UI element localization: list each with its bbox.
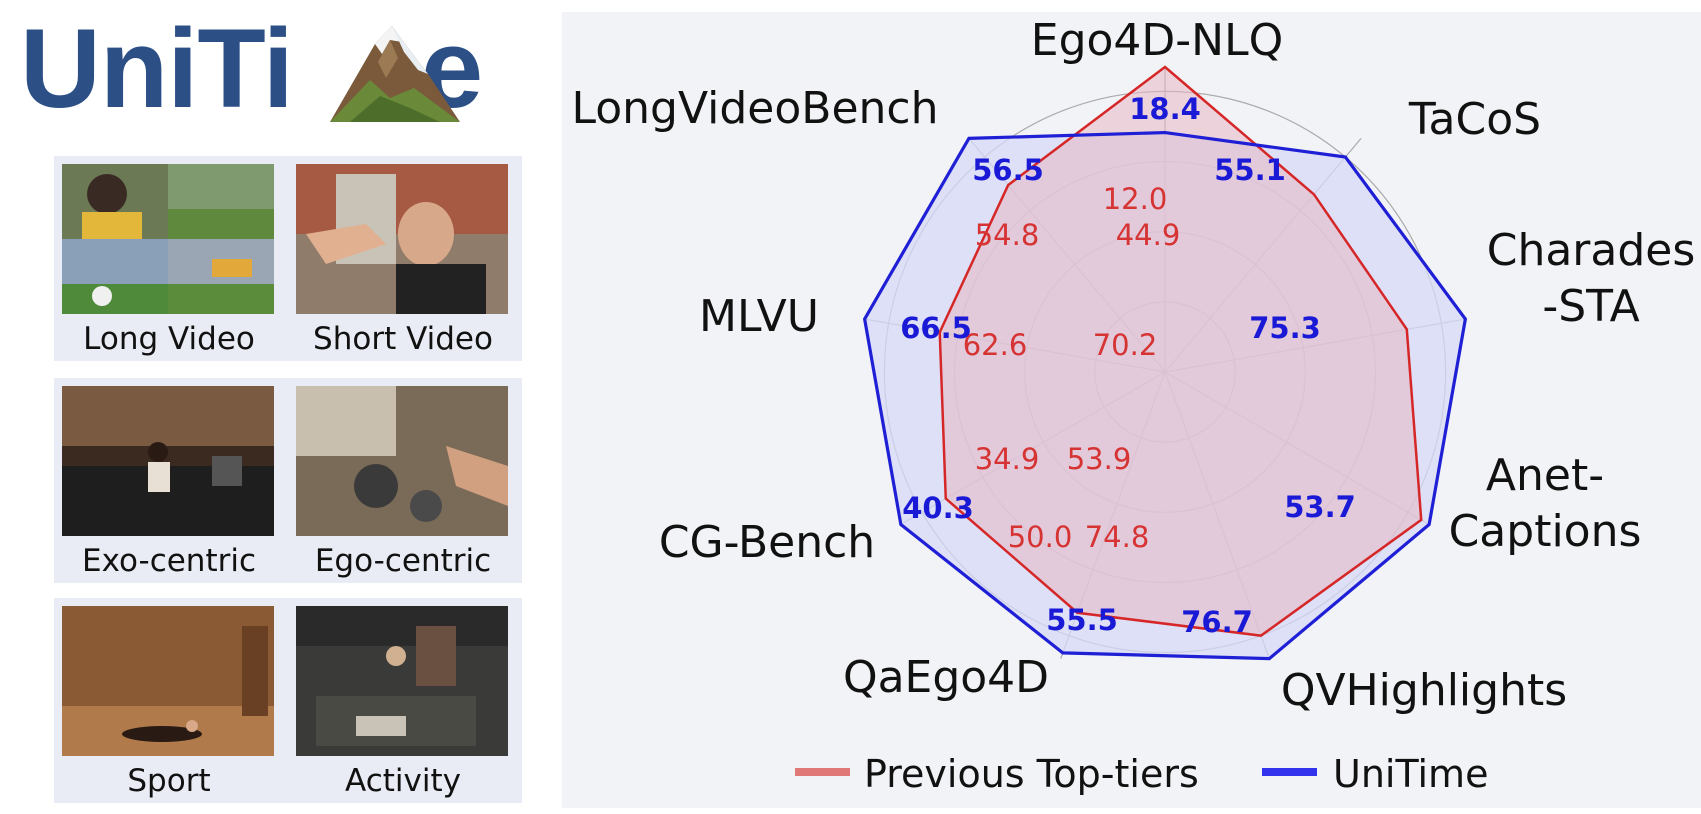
value-label-unitime: 66.5 (900, 311, 972, 345)
legend-label-previous: Previous Top-tiers (864, 752, 1199, 796)
value-label-unitime: 18.4 (1129, 92, 1201, 126)
thumbnail-long-video (62, 164, 274, 314)
axis-label: QVHighlights (1281, 665, 1567, 716)
value-label-previous: 44.9 (1116, 218, 1181, 252)
legend-label-unitime: UniTime (1333, 752, 1488, 796)
series-previous-polygon (938, 65, 1423, 637)
value-label-unitime: 53.7 (1284, 490, 1356, 524)
left-panel: UniTi e (0, 0, 540, 814)
panel-viewpoint: Exo-centric Ego-centric (54, 378, 522, 583)
thumbnail-ego-centric (296, 386, 508, 536)
caption-activity: Activity (345, 763, 461, 799)
value-label-unitime: 75.3 (1249, 311, 1321, 345)
value-label-unitime: 76.7 (1181, 605, 1253, 639)
series-unitime-polygon (862, 130, 1468, 661)
axis-label: Captions (1449, 506, 1642, 557)
value-label-previous: 62.6 (963, 328, 1028, 362)
axis-label: TaCoS (1408, 94, 1541, 145)
value-label-unitime: 55.1 (1214, 153, 1286, 187)
axis-label: Anet- (1486, 450, 1604, 501)
value-label-previous: 34.9 (975, 442, 1040, 476)
value-label-previous: 53.9 (1067, 442, 1132, 476)
panel-scene-type: Sport Activity (54, 598, 522, 803)
thumbnail-exo-centric (62, 386, 274, 536)
caption-short-video: Short Video (313, 321, 493, 357)
caption-exo-centric: Exo-centric (81, 543, 257, 579)
axis-label: QaEgo4D (843, 652, 1049, 703)
caption-ego-centric: Ego-centric (314, 543, 492, 579)
axis-label: CG-Bench (659, 517, 875, 568)
thumbnail-short-video (296, 164, 508, 314)
axis-label: Ego4D-NLQ (1031, 15, 1283, 66)
caption-sport: Sport (127, 763, 211, 799)
panel-video-length: Long Video Short Video (54, 156, 522, 361)
radar-series (862, 65, 1468, 661)
value-label-unitime: 40.3 (902, 491, 974, 525)
thumbnail-activity (296, 606, 508, 756)
value-label-previous: 70.2 (1093, 328, 1158, 362)
value-label-previous: 12.0 (1103, 182, 1168, 216)
radar-labels: 12.0 18.4 44.9 55.1 70.2 75.3 53.9 53.7 74.8 76.7… (572, 15, 1696, 716)
value-label-previous: 50.0 (1008, 520, 1073, 554)
value-label-unitime: 55.5 (1046, 603, 1118, 637)
unitime-logo: UniTi e (14, 4, 534, 134)
axis-label: -STA (1542, 281, 1639, 332)
value-label-previous: 74.8 (1085, 520, 1150, 554)
thumbnail-sport (62, 606, 274, 756)
logo-text-prefix: UniTi (20, 6, 294, 131)
caption-long-video: Long Video (83, 321, 255, 357)
axis-label: MLVU (699, 291, 819, 342)
value-label-unitime: 56.5 (972, 153, 1044, 187)
chart-legend: Previous Top-tiers UniTime (795, 752, 1488, 796)
value-label-previous: 54.8 (975, 218, 1040, 252)
axis-label: Charades (1487, 225, 1696, 276)
mountain-icon (330, 26, 460, 122)
logo-text: UniTi e (20, 4, 483, 134)
axis-label: LongVideoBench (572, 83, 939, 134)
